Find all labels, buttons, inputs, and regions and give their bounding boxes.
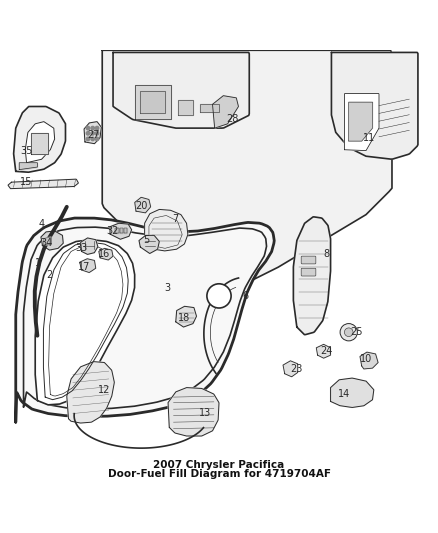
Text: 8: 8 (323, 248, 329, 259)
Text: 17: 17 (78, 262, 90, 272)
Polygon shape (316, 344, 331, 358)
Polygon shape (145, 209, 188, 251)
Text: 12: 12 (98, 385, 110, 395)
Circle shape (91, 132, 95, 135)
Polygon shape (293, 217, 331, 335)
Polygon shape (19, 163, 37, 169)
Polygon shape (115, 228, 119, 233)
Circle shape (91, 126, 95, 130)
Circle shape (344, 328, 353, 336)
Text: 24: 24 (320, 346, 332, 356)
Text: 16: 16 (98, 249, 110, 260)
Text: 2: 2 (46, 270, 53, 280)
Text: 23: 23 (291, 365, 303, 374)
Polygon shape (44, 237, 51, 245)
Text: Door-Fuel Fill Diagram for 4719704AF: Door-Fuel Fill Diagram for 4719704AF (107, 469, 331, 479)
Text: 1: 1 (35, 258, 41, 268)
Text: 34: 34 (40, 238, 52, 248)
Text: 5: 5 (143, 235, 149, 245)
Text: 10: 10 (360, 354, 372, 365)
Polygon shape (344, 93, 379, 151)
Polygon shape (135, 197, 151, 213)
Polygon shape (178, 100, 193, 115)
Polygon shape (168, 387, 219, 436)
Polygon shape (113, 52, 249, 128)
Circle shape (91, 137, 95, 141)
Circle shape (86, 137, 90, 141)
Polygon shape (25, 122, 55, 163)
Text: 35: 35 (21, 146, 33, 156)
Polygon shape (332, 52, 418, 159)
Circle shape (95, 132, 99, 135)
Polygon shape (41, 231, 64, 250)
Polygon shape (360, 352, 378, 369)
Polygon shape (349, 102, 372, 141)
Text: 11: 11 (364, 133, 376, 143)
Polygon shape (140, 91, 165, 113)
Polygon shape (80, 259, 96, 272)
Text: 28: 28 (226, 115, 238, 125)
Circle shape (86, 132, 90, 135)
Circle shape (86, 126, 90, 130)
Polygon shape (283, 361, 298, 377)
FancyBboxPatch shape (301, 256, 316, 264)
Polygon shape (16, 218, 274, 422)
Circle shape (95, 126, 99, 130)
Text: 32: 32 (106, 226, 118, 236)
Polygon shape (120, 228, 123, 233)
Text: 7: 7 (172, 214, 178, 224)
Polygon shape (81, 238, 98, 254)
Text: 33: 33 (76, 243, 88, 253)
Text: 14: 14 (338, 389, 350, 399)
Text: 3: 3 (164, 283, 170, 293)
Text: 25: 25 (350, 327, 363, 337)
Polygon shape (31, 133, 48, 154)
Polygon shape (67, 362, 114, 423)
Circle shape (95, 137, 99, 141)
Text: 4: 4 (39, 219, 45, 229)
Polygon shape (102, 50, 392, 284)
Text: 27: 27 (87, 130, 100, 140)
Polygon shape (14, 107, 66, 172)
Polygon shape (331, 378, 374, 407)
Polygon shape (8, 179, 78, 189)
Text: 15: 15 (21, 177, 33, 187)
Polygon shape (139, 236, 159, 254)
Text: 13: 13 (199, 408, 211, 418)
FancyBboxPatch shape (301, 268, 316, 276)
Text: 2007 Chrysler Pacifica: 2007 Chrysler Pacifica (153, 461, 285, 471)
Polygon shape (176, 306, 197, 327)
Text: 18: 18 (178, 313, 191, 324)
Circle shape (340, 324, 357, 341)
Polygon shape (200, 104, 219, 112)
Polygon shape (110, 223, 132, 239)
Polygon shape (212, 96, 238, 128)
Polygon shape (35, 240, 134, 405)
Polygon shape (134, 85, 171, 119)
Text: 6: 6 (243, 291, 249, 301)
Polygon shape (124, 228, 127, 233)
Text: 20: 20 (135, 201, 147, 211)
Circle shape (207, 284, 231, 308)
Polygon shape (99, 248, 113, 260)
Polygon shape (84, 122, 101, 144)
